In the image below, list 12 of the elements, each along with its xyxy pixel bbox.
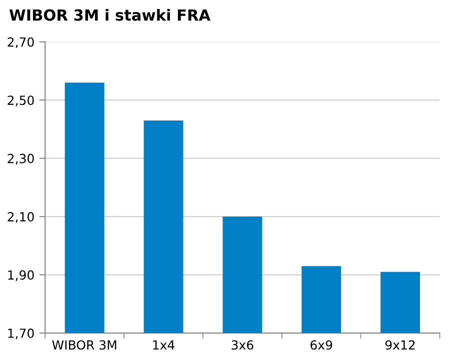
y-tick-label: 1,70 <box>8 328 34 340</box>
y-tick-label: 2,70 <box>8 37 34 48</box>
x-tick-label: 9x12 <box>385 340 415 350</box>
y-tick-label: 2,50 <box>8 96 34 106</box>
y-tick-label: 2,30 <box>8 154 34 165</box>
x-tick-label: WIBOR 3M <box>52 340 116 350</box>
y-tick-label: 2,10 <box>8 212 34 223</box>
y-tick-label: 1,90 <box>8 270 34 282</box>
x-tick-label: 3x6 <box>232 340 254 350</box>
chart-title: WIBOR 3M i stawki FRA <box>9 8 210 21</box>
x-tick-label: 1x4 <box>153 340 174 350</box>
x-tick-label: 6x9 <box>310 340 332 350</box>
